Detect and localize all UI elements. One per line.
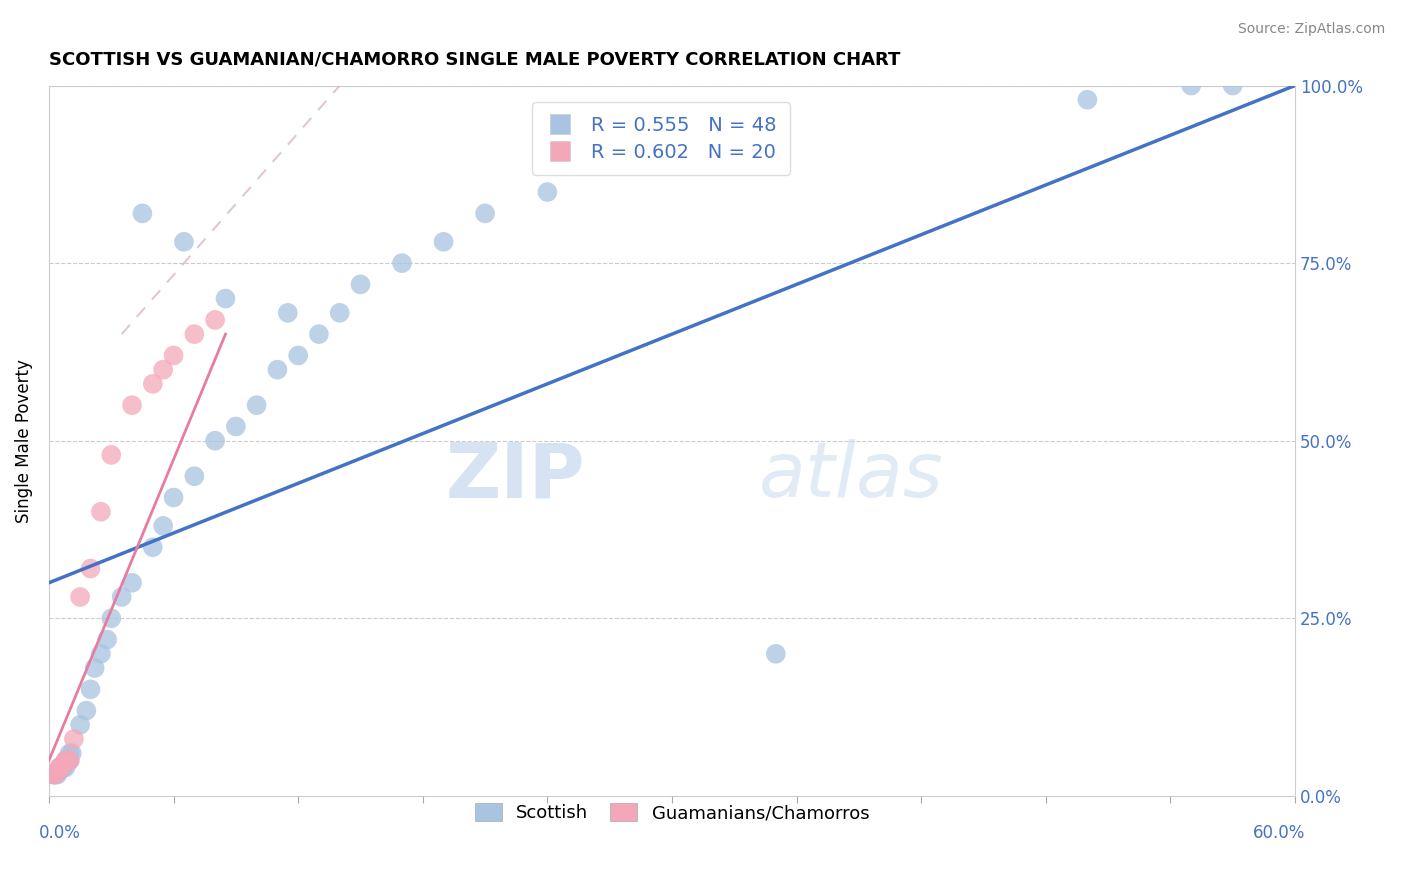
Point	[100, 611, 122, 625]
Point	[142, 376, 165, 391]
Point	[183, 327, 205, 342]
Point	[1180, 78, 1202, 93]
Point	[142, 540, 165, 554]
Point	[63, 731, 86, 746]
Legend: Scottish, Guamanians/Chamorros: Scottish, Guamanians/Chamorros	[468, 796, 876, 830]
Point	[75, 704, 97, 718]
Point	[474, 206, 496, 220]
Text: 60.0%: 60.0%	[1253, 824, 1305, 842]
Point	[308, 327, 330, 342]
Point	[96, 632, 118, 647]
Point	[51, 760, 73, 774]
Point	[42, 767, 65, 781]
Point	[48, 760, 70, 774]
Point	[329, 306, 352, 320]
Point	[111, 590, 134, 604]
Text: Source: ZipAtlas.com: Source: ZipAtlas.com	[1237, 22, 1385, 37]
Point	[56, 753, 79, 767]
Point	[59, 753, 82, 767]
Point	[56, 753, 79, 767]
Point	[152, 519, 174, 533]
Point	[90, 505, 112, 519]
Point	[121, 575, 143, 590]
Point	[214, 292, 236, 306]
Point	[162, 491, 184, 505]
Point	[152, 362, 174, 376]
Point	[121, 398, 143, 412]
Point	[55, 760, 77, 774]
Point	[46, 767, 69, 781]
Point	[131, 206, 153, 220]
Y-axis label: Single Male Poverty: Single Male Poverty	[15, 359, 32, 523]
Point	[162, 348, 184, 362]
Point	[225, 419, 247, 434]
Point	[52, 756, 75, 771]
Point	[765, 647, 787, 661]
Point	[60, 746, 83, 760]
Point	[90, 647, 112, 661]
Point	[44, 767, 66, 781]
Point	[69, 718, 91, 732]
Point	[183, 469, 205, 483]
Point	[79, 561, 101, 575]
Point	[48, 760, 70, 774]
Point	[277, 306, 299, 320]
Point	[42, 767, 65, 781]
Point	[59, 746, 82, 760]
Point	[59, 753, 82, 767]
Point	[56, 753, 79, 767]
Point	[246, 398, 269, 412]
Point	[349, 277, 371, 292]
Point	[83, 661, 105, 675]
Point	[204, 313, 226, 327]
Point	[52, 760, 75, 774]
Point	[100, 448, 122, 462]
Text: atlas: atlas	[759, 439, 943, 513]
Point	[173, 235, 195, 249]
Point	[391, 256, 413, 270]
Text: SCOTTISH VS GUAMANIAN/CHAMORRO SINGLE MALE POVERTY CORRELATION CHART: SCOTTISH VS GUAMANIAN/CHAMORRO SINGLE MA…	[49, 51, 900, 69]
Point	[51, 760, 73, 774]
Point	[55, 753, 77, 767]
Point	[287, 348, 309, 362]
Point	[44, 767, 66, 781]
Point	[432, 235, 454, 249]
Point	[55, 753, 77, 767]
Text: ZIP: ZIP	[446, 439, 585, 513]
Point	[46, 764, 69, 778]
Point	[1222, 78, 1244, 93]
Point	[204, 434, 226, 448]
Text: 0.0%: 0.0%	[38, 824, 80, 842]
Point	[79, 682, 101, 697]
Point	[536, 185, 558, 199]
Point	[69, 590, 91, 604]
Point	[266, 362, 288, 376]
Point	[52, 756, 75, 771]
Point	[1076, 93, 1098, 107]
Point	[48, 764, 70, 778]
